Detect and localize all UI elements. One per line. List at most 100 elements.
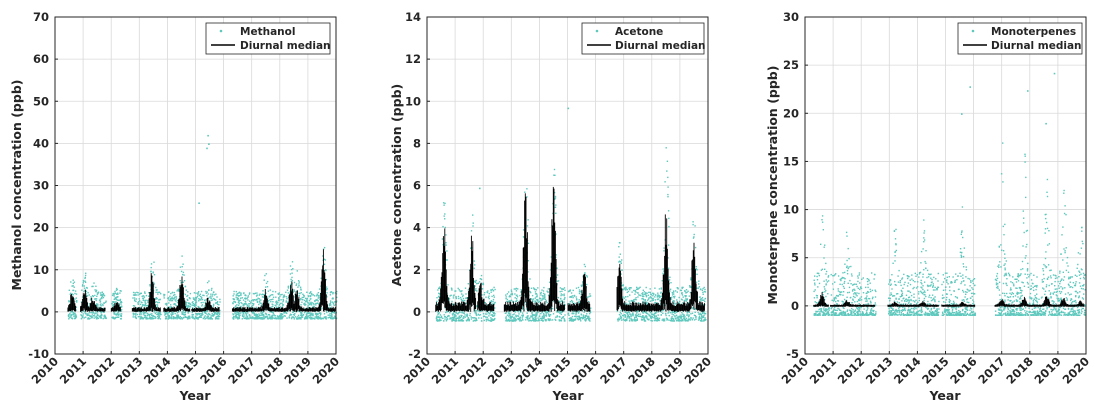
scatter-point — [462, 317, 464, 319]
scatter-point — [651, 300, 653, 302]
scatter-point — [315, 299, 317, 301]
scatter-point — [189, 302, 191, 305]
scatter-point — [685, 289, 688, 291]
scatter-point — [192, 317, 194, 319]
scatter-point — [476, 309, 478, 312]
scatter-point — [70, 316, 72, 318]
panel-methanol: 2010201120122013201420152016201720182019… — [9, 10, 342, 402]
scatter-point — [584, 320, 587, 322]
x-tick-label: 2011 — [57, 354, 90, 387]
scatter-point — [618, 319, 621, 321]
scatter-point — [632, 313, 634, 316]
scatter-point — [446, 311, 448, 313]
scatter-point — [653, 314, 655, 316]
scatter-point — [541, 319, 543, 321]
scatter-point — [260, 317, 263, 319]
scatter-point — [698, 280, 700, 282]
scatter-point — [436, 315, 438, 317]
scatter-point — [196, 314, 198, 316]
scatter-point — [634, 293, 636, 295]
scatter-point — [475, 318, 477, 321]
scatter-point — [279, 317, 282, 319]
scatter-point — [561, 290, 563, 292]
scatter-point — [292, 268, 294, 270]
scatter-point — [289, 313, 292, 315]
scatter-point — [630, 287, 632, 289]
scatter-point — [657, 319, 659, 321]
scatter-point — [234, 306, 236, 308]
scatter-point — [287, 286, 289, 288]
scatter-point — [530, 287, 533, 289]
scatter-point — [654, 299, 656, 301]
scatter-point — [589, 309, 591, 312]
scatter-point — [545, 311, 547, 313]
scatter-point — [454, 311, 456, 313]
scatter-point — [569, 317, 571, 319]
scatter-point — [71, 295, 73, 297]
scatter-point — [199, 307, 201, 309]
scatter-point — [676, 291, 678, 293]
scatter-point — [331, 298, 333, 300]
scatter-point — [511, 301, 514, 303]
scatter-point — [583, 273, 586, 275]
scatter-point — [312, 314, 314, 317]
scatter-point — [168, 299, 170, 302]
scatter-point — [579, 317, 582, 320]
scatter-point — [178, 317, 180, 320]
scatter-point — [516, 299, 518, 302]
legend-marker-scatter — [219, 29, 223, 33]
scatter-point — [260, 316, 262, 319]
scatter-point — [633, 299, 635, 301]
scatter-point — [80, 315, 83, 317]
scatter-point — [701, 311, 704, 313]
scatter-point — [290, 280, 293, 283]
scatter-point — [256, 292, 258, 294]
scatter-point — [473, 319, 475, 322]
scatter-point — [559, 312, 561, 314]
scatter-point — [211, 299, 214, 301]
scatter-point — [269, 310, 272, 313]
scatter-point — [260, 302, 262, 305]
scatter-point — [444, 218, 446, 220]
scatter-point — [189, 292, 192, 295]
scatter-point — [215, 313, 217, 315]
scatter-point — [207, 293, 209, 295]
scatter-point — [484, 302, 486, 304]
x-axis-title: Year — [179, 388, 212, 402]
scatter-point — [275, 305, 277, 307]
scatter-point — [168, 297, 170, 299]
scatter-point — [621, 319, 623, 321]
scatter-point — [551, 305, 553, 308]
scatter-point — [450, 317, 452, 319]
scatter-point — [183, 280, 186, 282]
scatter-point — [540, 291, 542, 294]
scatter-point — [563, 318, 565, 320]
scatter-point — [570, 320, 572, 322]
scatter-point — [518, 318, 520, 320]
scatter-point — [100, 305, 102, 307]
scatter-point — [519, 311, 522, 313]
scatter-point — [191, 301, 193, 304]
scatter-point — [143, 295, 145, 297]
scatter-point — [527, 316, 529, 318]
scatter-point — [192, 297, 195, 299]
scatter-point — [530, 320, 533, 322]
scatter-point — [654, 315, 656, 318]
scatter-point — [200, 316, 202, 318]
scatter-point — [251, 317, 253, 319]
scatter-point — [330, 312, 332, 315]
scatter-point — [246, 315, 249, 317]
scatter-point — [535, 315, 537, 317]
scatter-point — [654, 317, 656, 319]
scatter-point — [170, 292, 172, 295]
scatter-point — [462, 294, 464, 296]
scatter-point — [86, 313, 88, 316]
scatter-point — [258, 314, 261, 316]
scatter-point — [588, 319, 590, 321]
scatter-point — [176, 290, 178, 292]
scatter-point — [320, 317, 323, 320]
scatter-point — [475, 279, 477, 282]
scatter-point — [72, 294, 74, 296]
scatter-point — [275, 317, 277, 319]
scatter-point — [676, 299, 678, 301]
